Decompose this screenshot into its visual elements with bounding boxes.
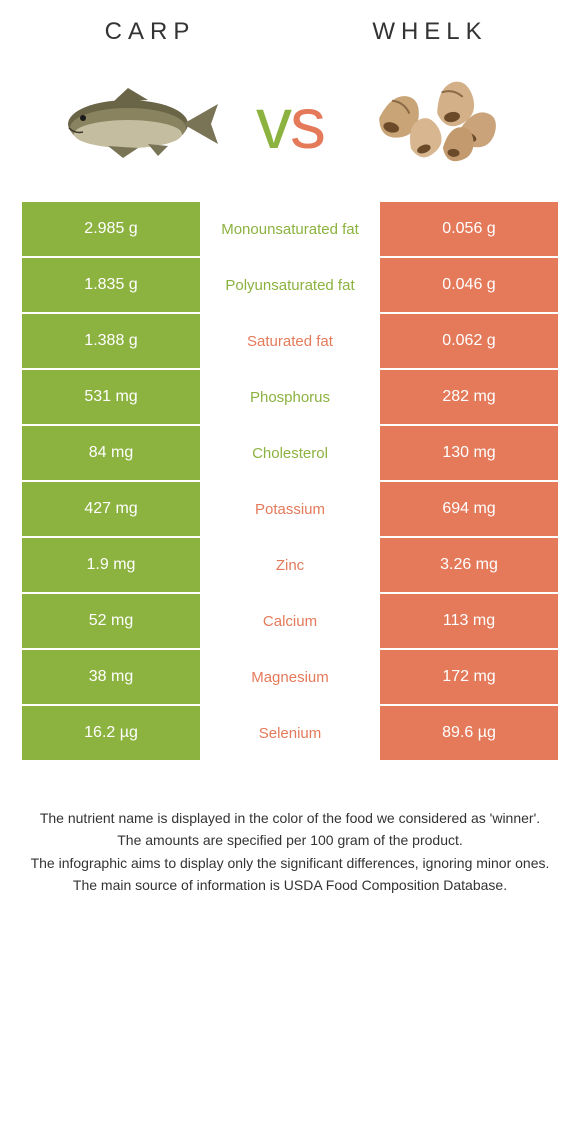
right-value-cell: 89.6 µg (380, 706, 558, 760)
nutrient-name-cell: Phosphorus (200, 370, 380, 424)
right-value-cell: 0.046 g (380, 258, 558, 312)
footer-notes: The nutrient name is displayed in the co… (0, 808, 580, 895)
right-value-cell: 113 mg (380, 594, 558, 648)
nutrient-name-cell: Zinc (200, 538, 380, 592)
left-value-cell: 38 mg (22, 650, 200, 704)
table-row: 2.985 gMonounsaturated fat0.056 g (22, 202, 558, 256)
right-value-cell: 0.062 g (380, 314, 558, 368)
left-value-cell: 1.835 g (22, 258, 200, 312)
table-row: 1.388 gSaturated fat0.062 g (22, 314, 558, 368)
footer-line: The infographic aims to display only the… (20, 853, 560, 873)
left-food-title: CARP (10, 18, 290, 46)
table-row: 531 mgPhosphorus282 mg (22, 370, 558, 424)
left-value-cell: 2.985 g (22, 202, 200, 256)
right-value-cell: 0.056 g (380, 202, 558, 256)
left-value-cell: 16.2 µg (22, 706, 200, 760)
nutrient-name-cell: Calcium (200, 594, 380, 648)
left-value-cell: 52 mg (22, 594, 200, 648)
left-value-cell: 84 mg (22, 426, 200, 480)
nutrient-name-cell: Magnesium (200, 650, 380, 704)
left-value-cell: 1.388 g (22, 314, 200, 368)
nutrient-name-cell: Polyunsaturated fat (200, 258, 380, 312)
images-row: vs (0, 54, 580, 202)
right-food-title: WHELK (290, 18, 570, 46)
table-row: 84 mgCholesterol130 mg (22, 426, 558, 480)
shell-icon (357, 69, 527, 179)
footer-line: The amounts are specified per 100 gram o… (20, 830, 560, 850)
right-value-cell: 282 mg (380, 370, 558, 424)
nutrient-table: 2.985 gMonounsaturated fat0.056 g1.835 g… (22, 202, 558, 760)
footer-line: The main source of information is USDA F… (20, 875, 560, 895)
vs-letter-v: v (256, 84, 290, 164)
nutrient-name-cell: Saturated fat (200, 314, 380, 368)
right-value-cell: 172 mg (380, 650, 558, 704)
right-value-cell: 130 mg (380, 426, 558, 480)
table-row: 52 mgCalcium113 mg (22, 594, 558, 648)
nutrient-name-cell: Cholesterol (200, 426, 380, 480)
footer-line: The nutrient name is displayed in the co… (20, 808, 560, 828)
header: CARP WHELK (0, 0, 580, 54)
table-row: 427 mgPotassium694 mg (22, 482, 558, 536)
left-value-cell: 531 mg (22, 370, 200, 424)
nutrient-name-cell: Selenium (200, 706, 380, 760)
carp-image (20, 64, 256, 184)
fish-icon (53, 84, 223, 164)
right-value-cell: 694 mg (380, 482, 558, 536)
table-row: 1.9 mgZinc3.26 mg (22, 538, 558, 592)
vs-label: vs (256, 83, 324, 165)
nutrient-name-cell: Monounsaturated fat (200, 202, 380, 256)
left-value-cell: 1.9 mg (22, 538, 200, 592)
vs-letter-s: s (290, 84, 324, 164)
left-value-cell: 427 mg (22, 482, 200, 536)
nutrient-name-cell: Potassium (200, 482, 380, 536)
table-row: 38 mgMagnesium172 mg (22, 650, 558, 704)
whelk-image (324, 64, 560, 184)
table-row: 16.2 µgSelenium89.6 µg (22, 706, 558, 760)
right-value-cell: 3.26 mg (380, 538, 558, 592)
table-row: 1.835 gPolyunsaturated fat0.046 g (22, 258, 558, 312)
